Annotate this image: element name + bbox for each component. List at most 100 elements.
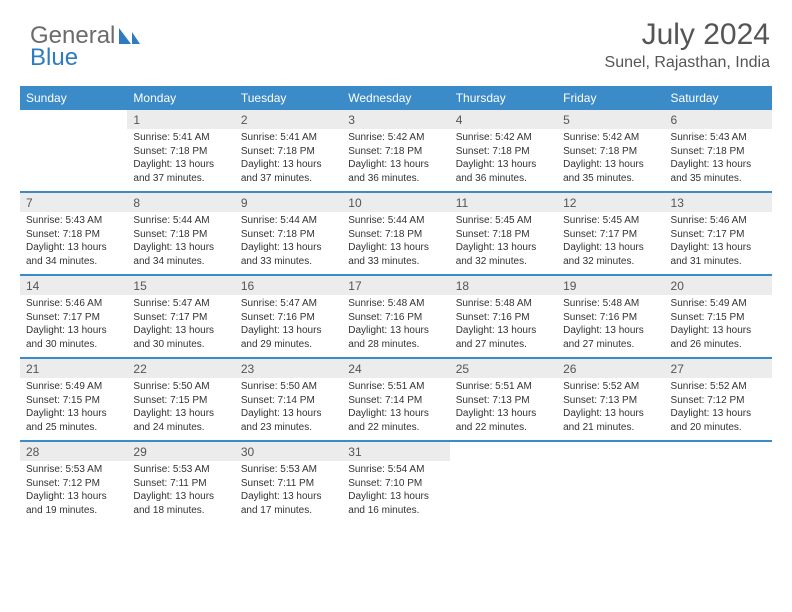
day-detail-cell: Sunrise: 5:50 AMSunset: 7:14 PMDaylight:… <box>235 378 342 441</box>
daylight-text-1: Daylight: 13 hours <box>671 241 766 255</box>
sunrise-text: Sunrise: 5:53 AM <box>133 463 228 477</box>
day-number-cell: 16 <box>235 276 342 295</box>
sunrise-text: Sunrise: 5:52 AM <box>563 380 658 394</box>
day-detail-cell <box>20 129 127 192</box>
day-detail-cell: Sunrise: 5:51 AMSunset: 7:13 PMDaylight:… <box>450 378 557 441</box>
daylight-text-1: Daylight: 13 hours <box>563 407 658 421</box>
day-detail-cell: Sunrise: 5:54 AMSunset: 7:10 PMDaylight:… <box>342 461 449 523</box>
daylight-text-1: Daylight: 13 hours <box>456 407 551 421</box>
sunset-text: Sunset: 7:18 PM <box>671 145 766 159</box>
sunset-text: Sunset: 7:15 PM <box>133 394 228 408</box>
day-number-cell: 7 <box>20 193 127 212</box>
day-number-cell: 15 <box>127 276 234 295</box>
daylight-text-2: and 18 minutes. <box>133 504 228 518</box>
daylight-text-2: and 37 minutes. <box>133 172 228 186</box>
sunrise-text: Sunrise: 5:51 AM <box>348 380 443 394</box>
day-number-cell: 26 <box>557 359 664 378</box>
day-number-cell: 24 <box>342 359 449 378</box>
daylight-text-2: and 36 minutes. <box>348 172 443 186</box>
sunset-text: Sunset: 7:14 PM <box>241 394 336 408</box>
sunrise-text: Sunrise: 5:42 AM <box>563 131 658 145</box>
sunset-text: Sunset: 7:12 PM <box>26 477 121 491</box>
daylight-text-1: Daylight: 13 hours <box>348 407 443 421</box>
daylight-text-1: Daylight: 13 hours <box>241 241 336 255</box>
day-detail-cell: Sunrise: 5:49 AMSunset: 7:15 PMDaylight:… <box>20 378 127 441</box>
daylight-text-1: Daylight: 13 hours <box>456 324 551 338</box>
daylight-text-1: Daylight: 13 hours <box>133 407 228 421</box>
day-number-row: 14151617181920 <box>20 276 772 295</box>
day-detail-cell: Sunrise: 5:44 AMSunset: 7:18 PMDaylight:… <box>342 212 449 275</box>
sunrise-text: Sunrise: 5:48 AM <box>563 297 658 311</box>
day-number-cell: 1 <box>127 110 234 129</box>
sunrise-text: Sunrise: 5:43 AM <box>26 214 121 228</box>
daylight-text-2: and 33 minutes. <box>241 255 336 269</box>
day-detail-row: Sunrise: 5:43 AMSunset: 7:18 PMDaylight:… <box>20 212 772 275</box>
daylight-text-1: Daylight: 13 hours <box>671 407 766 421</box>
day-number-cell: 21 <box>20 359 127 378</box>
sunrise-text: Sunrise: 5:49 AM <box>26 380 121 394</box>
day-number-cell <box>20 110 127 129</box>
sunrise-text: Sunrise: 5:53 AM <box>241 463 336 477</box>
daylight-text-1: Daylight: 13 hours <box>348 324 443 338</box>
day-detail-cell <box>665 461 772 523</box>
daylight-text-2: and 22 minutes. <box>456 421 551 435</box>
day-detail-cell: Sunrise: 5:52 AMSunset: 7:13 PMDaylight:… <box>557 378 664 441</box>
day-detail-cell: Sunrise: 5:47 AMSunset: 7:16 PMDaylight:… <box>235 295 342 358</box>
daylight-text-2: and 28 minutes. <box>348 338 443 352</box>
sunrise-text: Sunrise: 5:46 AM <box>671 214 766 228</box>
sunrise-text: Sunrise: 5:41 AM <box>241 131 336 145</box>
sunrise-text: Sunrise: 5:48 AM <box>348 297 443 311</box>
sunset-text: Sunset: 7:18 PM <box>348 145 443 159</box>
sunset-text: Sunset: 7:11 PM <box>241 477 336 491</box>
day-detail-cell: Sunrise: 5:53 AMSunset: 7:11 PMDaylight:… <box>127 461 234 523</box>
daylight-text-2: and 19 minutes. <box>26 504 121 518</box>
day-detail-cell: Sunrise: 5:47 AMSunset: 7:17 PMDaylight:… <box>127 295 234 358</box>
daylight-text-1: Daylight: 13 hours <box>456 241 551 255</box>
daylight-text-2: and 30 minutes. <box>133 338 228 352</box>
sunset-text: Sunset: 7:13 PM <box>456 394 551 408</box>
day-number-cell: 13 <box>665 193 772 212</box>
dow-tuesday: Tuesday <box>235 86 342 110</box>
sunset-text: Sunset: 7:18 PM <box>133 228 228 242</box>
daylight-text-1: Daylight: 13 hours <box>456 158 551 172</box>
daylight-text-2: and 20 minutes. <box>671 421 766 435</box>
sunrise-text: Sunrise: 5:44 AM <box>348 214 443 228</box>
day-number-cell: 19 <box>557 276 664 295</box>
day-detail-cell: Sunrise: 5:41 AMSunset: 7:18 PMDaylight:… <box>235 129 342 192</box>
dow-saturday: Saturday <box>665 86 772 110</box>
sunrise-text: Sunrise: 5:44 AM <box>133 214 228 228</box>
daylight-text-2: and 35 minutes. <box>563 172 658 186</box>
day-detail-cell: Sunrise: 5:53 AMSunset: 7:12 PMDaylight:… <box>20 461 127 523</box>
daylight-text-2: and 25 minutes. <box>26 421 121 435</box>
sunrise-text: Sunrise: 5:47 AM <box>133 297 228 311</box>
day-number-row: 21222324252627 <box>20 359 772 378</box>
sunset-text: Sunset: 7:18 PM <box>456 145 551 159</box>
sail-icon <box>117 26 141 46</box>
sunrise-text: Sunrise: 5:49 AM <box>671 297 766 311</box>
sunset-text: Sunset: 7:10 PM <box>348 477 443 491</box>
sunset-text: Sunset: 7:18 PM <box>241 228 336 242</box>
daylight-text-2: and 31 minutes. <box>671 255 766 269</box>
day-detail-cell: Sunrise: 5:46 AMSunset: 7:17 PMDaylight:… <box>665 212 772 275</box>
day-detail-cell: Sunrise: 5:41 AMSunset: 7:18 PMDaylight:… <box>127 129 234 192</box>
daylight-text-1: Daylight: 13 hours <box>348 241 443 255</box>
page-header: General July 2024 Sunel, Rajasthan, Indi… <box>0 0 792 80</box>
daylight-text-1: Daylight: 13 hours <box>348 158 443 172</box>
calendar-table: Sunday Monday Tuesday Wednesday Thursday… <box>20 86 772 523</box>
day-number-cell: 17 <box>342 276 449 295</box>
daylight-text-1: Daylight: 13 hours <box>26 241 121 255</box>
day-number-row: 28293031 <box>20 442 772 461</box>
day-detail-cell: Sunrise: 5:43 AMSunset: 7:18 PMDaylight:… <box>665 129 772 192</box>
day-detail-cell: Sunrise: 5:50 AMSunset: 7:15 PMDaylight:… <box>127 378 234 441</box>
sunrise-text: Sunrise: 5:51 AM <box>456 380 551 394</box>
day-number-cell: 14 <box>20 276 127 295</box>
sunset-text: Sunset: 7:17 PM <box>563 228 658 242</box>
day-number-cell: 4 <box>450 110 557 129</box>
sunrise-text: Sunrise: 5:53 AM <box>26 463 121 477</box>
day-of-week-row: Sunday Monday Tuesday Wednesday Thursday… <box>20 86 772 110</box>
sunrise-text: Sunrise: 5:42 AM <box>456 131 551 145</box>
sunset-text: Sunset: 7:18 PM <box>348 228 443 242</box>
daylight-text-1: Daylight: 13 hours <box>671 324 766 338</box>
daylight-text-2: and 32 minutes. <box>456 255 551 269</box>
day-detail-row: Sunrise: 5:41 AMSunset: 7:18 PMDaylight:… <box>20 129 772 192</box>
